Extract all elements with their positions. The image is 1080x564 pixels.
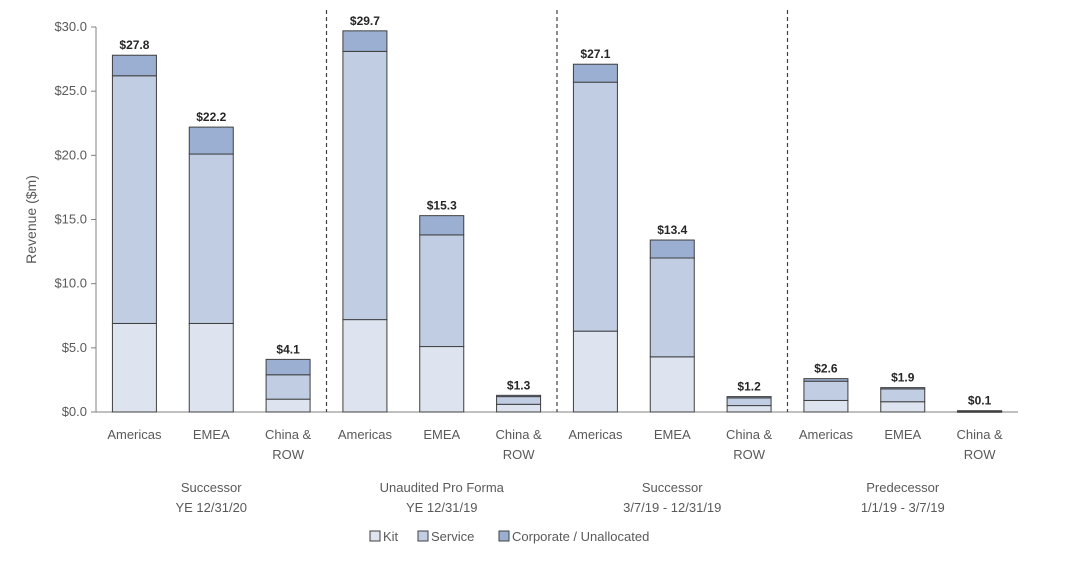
- corporate-segment: [111, 54, 157, 77]
- group-label: Successor: [181, 480, 242, 495]
- legend-swatch: [369, 530, 381, 542]
- service-segment: [111, 75, 157, 324]
- category-label: EMEA: [193, 427, 230, 442]
- legend-swatch: [417, 530, 429, 542]
- category-label: Americas: [799, 427, 854, 442]
- legend-label: Corporate / Unallocated: [512, 529, 649, 544]
- group-label: YE 12/31/20: [175, 500, 247, 515]
- category-label: ROW: [733, 447, 766, 462]
- category-label: China &: [495, 427, 542, 442]
- category-label: China &: [265, 427, 312, 442]
- corporate-segment: [726, 396, 772, 399]
- kit-segment: [649, 356, 695, 413]
- category-label: China &: [956, 427, 1003, 442]
- y-tick-label: $15.0: [54, 212, 87, 227]
- bar-total-label: $13.4: [657, 223, 687, 237]
- y-tick-label: $20.0: [54, 147, 87, 162]
- kit-segment: [803, 399, 849, 413]
- service-segment: [188, 153, 234, 324]
- group-label: YE 12/31/19: [406, 500, 478, 515]
- kit-segment: [111, 322, 157, 413]
- legend-label: Service: [431, 529, 474, 544]
- group-label: Successor: [642, 480, 703, 495]
- category-label: EMEA: [654, 427, 691, 442]
- service-segment: [649, 257, 695, 358]
- category-label: Americas: [107, 427, 162, 442]
- category-label: China &: [726, 427, 773, 442]
- service-segment: [572, 81, 618, 332]
- bar-total-label: $2.6: [814, 362, 838, 376]
- corporate-segment: [957, 410, 1003, 413]
- group-label: Unaudited Pro Forma: [380, 480, 505, 495]
- kit-segment: [496, 403, 542, 413]
- kit-segment: [419, 346, 465, 413]
- category-label: EMEA: [884, 427, 921, 442]
- legend-swatch: [498, 530, 510, 542]
- bar-total-label: $15.3: [427, 199, 457, 213]
- category-label: EMEA: [423, 427, 460, 442]
- bar-total-label: $1.9: [891, 371, 915, 385]
- corporate-segment: [572, 63, 618, 83]
- corporate-segment: [880, 387, 926, 390]
- service-segment: [342, 50, 388, 321]
- y-tick-label: $30.0: [54, 19, 87, 34]
- category-label: ROW: [964, 447, 997, 462]
- category-label: Americas: [568, 427, 623, 442]
- bar-total-label: $1.3: [507, 378, 531, 392]
- service-segment: [726, 397, 772, 407]
- bar-total-label: $1.2: [737, 380, 761, 394]
- corporate-segment: [265, 358, 311, 376]
- service-segment: [496, 396, 542, 405]
- y-tick-label: $0.0: [62, 404, 87, 419]
- kit-segment: [188, 322, 234, 413]
- bar-total-label: $0.1: [968, 394, 992, 408]
- corporate-segment: [496, 394, 542, 398]
- corporate-segment: [803, 378, 849, 382]
- service-segment: [265, 374, 311, 400]
- group-label: 1/1/19 - 3/7/19: [861, 500, 945, 515]
- category-label: Americas: [338, 427, 393, 442]
- y-tick-label: $25.0: [54, 83, 87, 98]
- group-label: 3/7/19 - 12/31/19: [623, 500, 721, 515]
- kit-segment: [726, 405, 772, 413]
- bar-total-label: $4.1: [276, 342, 300, 356]
- y-tick-label: $10.0: [54, 276, 87, 291]
- corporate-segment: [419, 215, 465, 236]
- y-tick-label: $5.0: [62, 340, 87, 355]
- kit-segment: [342, 319, 388, 413]
- kit-segment: [572, 330, 618, 413]
- bar-total-label: $29.7: [350, 14, 380, 28]
- service-segment: [419, 234, 465, 348]
- corporate-segment: [342, 30, 388, 52]
- corporate-segment: [188, 126, 234, 155]
- legend-label: Kit: [383, 529, 399, 544]
- bar-total-label: $27.8: [119, 38, 149, 52]
- kit-segment: [880, 401, 926, 413]
- y-axis-label: Revenue ($m): [23, 175, 39, 264]
- bar-total-label: $27.1: [580, 47, 610, 61]
- category-label: ROW: [272, 447, 305, 462]
- kit-segment: [265, 398, 311, 413]
- service-segment: [803, 380, 849, 401]
- bar-total-label: $22.2: [196, 110, 226, 124]
- group-label: Predecessor: [866, 480, 940, 495]
- corporate-segment: [649, 239, 695, 259]
- service-segment: [880, 388, 926, 403]
- category-label: ROW: [503, 447, 536, 462]
